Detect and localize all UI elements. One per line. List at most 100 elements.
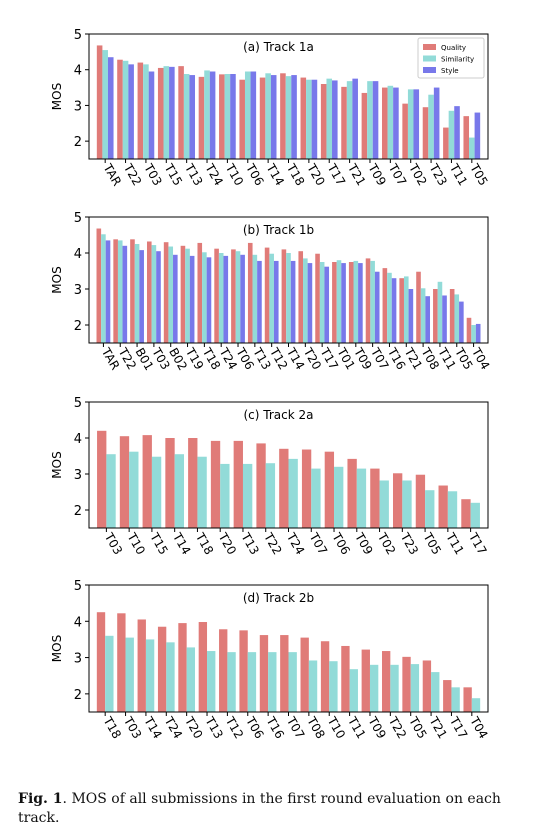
chart-2-bar-similarity-t05 (454, 294, 460, 343)
chart-1-bar-quality-t06 (239, 79, 245, 159)
chart-1-bar-quality-t09 (361, 92, 368, 159)
chart-1-bar-style-t23 (433, 87, 440, 159)
chart-2-bar-style-t03 (156, 251, 161, 343)
chart-1-xtick-label-t20: T20 (304, 161, 328, 188)
chart-3-bar-similarity-t03 (106, 454, 116, 528)
chart-3-bar-similarity-t23 (402, 480, 412, 528)
chart-2-bar-quality-t16 (382, 268, 388, 343)
chart-1-bar-quality-t11 (443, 127, 449, 159)
chart-2-bar-style-t05 (459, 301, 464, 343)
chart-1-ytick-label-4: 4 (74, 64, 82, 79)
chart-2-bar-similarity-t20 (303, 258, 308, 343)
chart-3-xtick-label-t02: T02 (374, 530, 398, 557)
chart-3-xtick-label-t20: T20 (215, 530, 239, 557)
chart-4-bar-similarity-t14 (145, 639, 155, 712)
chart-3-bar-similarity-t18 (197, 456, 207, 528)
chart-4-xtick-label-t16: T16 (263, 714, 287, 741)
chart-3-bar-quality-t11 (438, 485, 448, 528)
chart-2-bar-similarity-t09 (353, 260, 359, 343)
chart-1-bar-similarity-t23 (428, 94, 434, 159)
chart-4-bar-quality-t20 (178, 623, 187, 712)
chart-1-bar-style-t22 (128, 64, 134, 159)
chart-4-bar-quality-t14 (137, 619, 146, 712)
chart-1-bar-style-t10 (230, 74, 236, 159)
chart-1-bar-similarity-tar (102, 50, 108, 159)
chart-1-bar-quality-t21 (341, 86, 347, 159)
chart-3-xtick-label-t24: T24 (283, 530, 307, 557)
chart-3-bar-similarity-t22 (265, 463, 276, 528)
chart-1-xtick-label-t13: T13 (182, 161, 206, 188)
chart-2-bar-style-t04 (475, 323, 481, 343)
chart-1-bar-style-t14 (270, 75, 277, 159)
chart-1-bar-style-t21 (352, 78, 358, 159)
chart-2-bar-style-t19 (189, 255, 195, 343)
chart-2-bar-similarity-t19 (185, 248, 190, 343)
chart-1-bar-similarity-t22 (122, 60, 129, 159)
chart-3-xtick-label-t07: T07 (306, 530, 330, 557)
chart-3-xtick-label-t15: T15 (147, 530, 171, 557)
chart-3-xtick-label-t17: T17 (466, 530, 490, 557)
chart-1-bar-similarity-t03 (143, 64, 149, 159)
chart-2-bar-similarity-t01 (336, 260, 342, 343)
chart-3-bar-quality-t09 (347, 458, 357, 528)
chart-4-bar-similarity-t16 (268, 652, 277, 712)
chart-2-bar-style-t11 (442, 295, 447, 343)
chart-2-bar-style-t16 (391, 278, 397, 343)
chart-2-bar-similarity-t17 (319, 262, 325, 343)
chart-2-bar-quality-t01 (332, 262, 337, 343)
chart-2-bar-similarity-t13 (252, 254, 258, 343)
chart-3-bar-similarity-t07 (311, 468, 321, 528)
chart-1-ytick-label-5: 5 (74, 28, 82, 43)
chart-2-bar-quality-t03 (146, 241, 152, 343)
chart-3-bar-similarity-t24 (288, 458, 298, 528)
chart-1-legend-swatch-similarity (423, 55, 436, 62)
chart-2-bar-style-b02 (173, 254, 178, 343)
chart-1-bar-style-t24 (209, 71, 216, 159)
chart-1-bar-similarity-t15 (163, 66, 170, 159)
chart-1-bar-similarity-t20 (306, 79, 312, 159)
chart-1-xtick-label-t15: T15 (161, 161, 185, 188)
chart-3-bar-similarity-t14 (174, 454, 185, 528)
chart-4-xtick-label-t21: T21 (426, 714, 450, 741)
chart-2-bar-similarity-t22 (117, 240, 123, 343)
chart-3-xtick-label-t09: T09 (352, 530, 376, 557)
chart-2-ytick-label-5: 5 (74, 211, 82, 226)
chart-4-bar-quality-t17 (443, 680, 452, 712)
chart-2-bar-similarity-t14 (286, 253, 291, 343)
chart-4-bar-similarity-t24 (166, 642, 175, 712)
chart-3-bar-quality-t23 (392, 473, 403, 528)
chart-1-bar-similarity-t06 (244, 71, 251, 159)
chart-1-bar-quality-t23 (422, 107, 429, 159)
chart-3-bar-quality-t05 (415, 474, 426, 528)
chart-1-bar-quality-t13 (178, 66, 184, 159)
chart-4-bar-similarity-t12 (227, 652, 236, 712)
chart-2-bar-style-t18 (206, 257, 212, 343)
chart-2-bar-quality-t09 (348, 262, 354, 343)
chart-1-bar-style-t09 (372, 81, 379, 159)
chart-3-bar-similarity-t10 (129, 451, 139, 528)
chart-3-xtick-label-t13: T13 (238, 530, 262, 557)
chart-3-bar-similarity-t15 (151, 456, 162, 528)
chart-4-bar-similarity-t05 (410, 664, 420, 712)
chart-3-bar-similarity-t20 (220, 463, 230, 528)
chart-1-bar-style-tar (107, 57, 114, 159)
chart-3-bar-quality-t02 (370, 468, 380, 528)
chart-1-bar-style-t07 (393, 87, 399, 159)
chart-1-bar-similarity-t24 (204, 70, 210, 159)
chart-2-bar-similarity-t03 (151, 245, 157, 343)
chart-2-bar-style-b01 (139, 250, 144, 343)
chart-2-bar-quality-t08 (416, 271, 421, 343)
chart-2-bar-style-t09 (358, 263, 363, 343)
chart-1-xtick-label-t17: T17 (324, 161, 348, 188)
chart-1-xtick-label-t03: T03 (141, 161, 165, 188)
chart-2-ytick-label-4: 4 (74, 247, 82, 262)
chart-2-bar-quality-t06 (231, 249, 236, 343)
chart-2-bar-quality-t04 (466, 317, 472, 343)
chart-3-bar-quality-t24 (279, 448, 289, 528)
chart-4-bar-similarity-t17 (451, 687, 460, 712)
chart-1-title: (a) Track 1a (243, 40, 314, 54)
caption-label: Fig. 1 (18, 791, 63, 807)
chart-4-title: (d) Track 2b (243, 591, 314, 605)
chart-4-bar-similarity-t10 (329, 661, 338, 712)
chart-3-xtick-label-t22: T22 (261, 530, 285, 557)
